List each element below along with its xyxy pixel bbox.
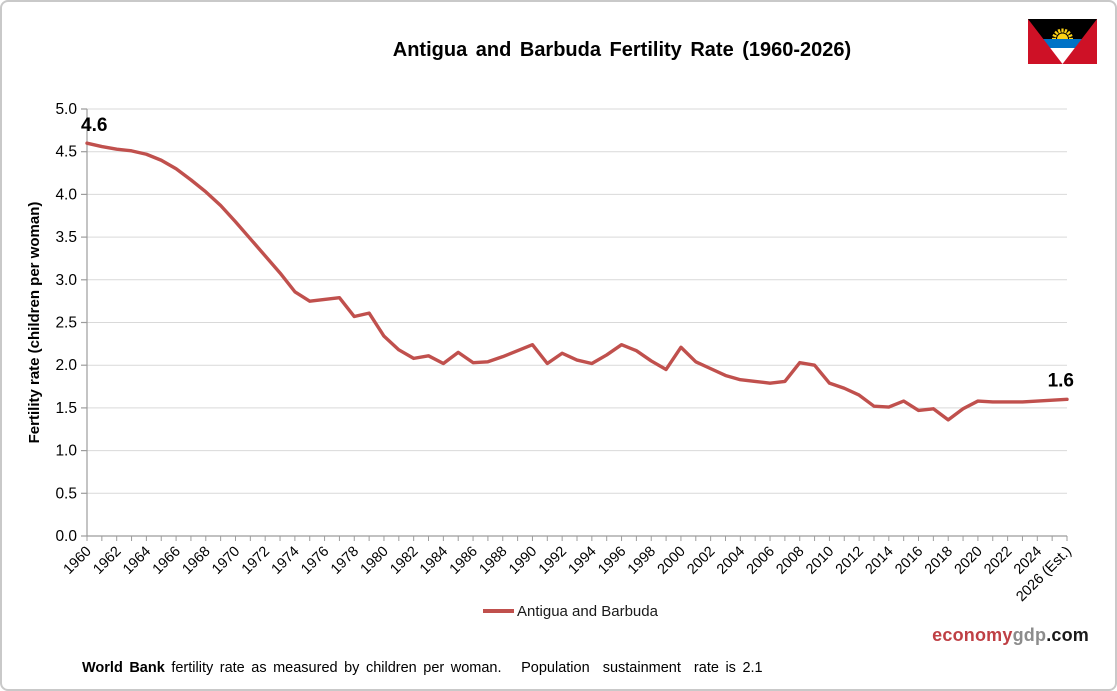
x-tick-label: 1964 <box>120 544 154 578</box>
x-tick-label: 1996 <box>595 544 629 578</box>
x-tick-label: 2002 <box>684 544 718 578</box>
x-tick-label: 2006 <box>744 544 778 578</box>
x-tick-label: 1970 <box>209 544 243 578</box>
x-tick-label: 1992 <box>536 544 570 578</box>
x-tick-label: 2022 <box>981 544 1015 578</box>
footer-note: World Bank fertility rate as measured by… <box>82 660 763 676</box>
y-tick-label: 1.0 <box>55 443 77 460</box>
x-tick-label: 1998 <box>625 544 659 578</box>
flag-svg <box>1028 19 1097 64</box>
x-tick-label: 1994 <box>566 544 600 578</box>
x-tick-label: 1978 <box>328 544 362 578</box>
x-tick-label: 1986 <box>447 544 481 578</box>
legend: Antigua and Barbuda <box>12 601 1115 621</box>
x-tick-label: 2010 <box>803 544 837 578</box>
x-tick-label: 1968 <box>179 544 213 578</box>
x-tick-label: 1974 <box>269 544 303 578</box>
x-tick-label: 1980 <box>358 544 392 578</box>
brand-gdp: gdp <box>1012 625 1047 645</box>
y-tick-label: 2.5 <box>55 315 77 332</box>
y-axis-title: Fertility rate (children per woman) <box>26 202 43 444</box>
brand-economy: economy <box>932 625 1013 645</box>
x-tick-label: 1988 <box>476 544 510 578</box>
x-tick-label: 1962 <box>90 544 124 578</box>
y-tick-label: 1.5 <box>55 400 77 417</box>
x-tick-label: 2018 <box>922 544 956 578</box>
data-label-end: 1.6 <box>1048 370 1074 391</box>
x-tick-label: 1972 <box>239 544 273 578</box>
x-tick-label: 2008 <box>773 544 807 578</box>
x-tick-label: 1990 <box>506 544 540 578</box>
footer-source: World Bank <box>82 660 165 676</box>
x-tick-label: 1984 <box>417 544 451 578</box>
x-tick-label: 1966 <box>150 544 184 578</box>
antigua-and-barbuda-flag-icon <box>1028 19 1097 64</box>
y-tick-label: 5.0 <box>55 101 77 118</box>
data-label-start: 4.6 <box>81 115 107 136</box>
y-tick-label: 2.0 <box>55 357 77 374</box>
x-tick-label: 1976 <box>298 544 332 578</box>
x-tick-label: 2004 <box>714 544 748 578</box>
x-tick-label: 2014 <box>863 544 897 578</box>
legend-line-swatch <box>483 609 515 613</box>
legend-label: Antigua and Barbuda <box>517 602 658 620</box>
y-tick-label: 0.0 <box>55 528 77 545</box>
y-tick-label: 0.5 <box>55 485 77 502</box>
brand-com: .com <box>1046 625 1089 645</box>
series-line-antigua-and-barbuda <box>85 141 1069 422</box>
y-tick-label: 3.0 <box>55 272 77 289</box>
x-tick-label: 2020 <box>952 544 986 578</box>
chart-title: Antigua and Barbuda Fertility Rate (1960… <box>392 39 852 61</box>
brand-watermark: economygdp.com <box>932 625 1089 646</box>
x-tick-label: 1982 <box>387 544 421 578</box>
x-tick-label: 2000 <box>655 544 689 578</box>
x-tick-label: 2016 <box>892 544 926 578</box>
x-tick-label: 2012 <box>833 544 867 578</box>
footer-text: fertility rate as measured by children p… <box>164 660 763 676</box>
y-tick-label: 3.5 <box>55 229 77 246</box>
y-tick-label: 4.0 <box>55 186 77 203</box>
y-tick-label: 4.5 <box>55 144 77 161</box>
x-tick-label: 1960 <box>61 544 95 578</box>
